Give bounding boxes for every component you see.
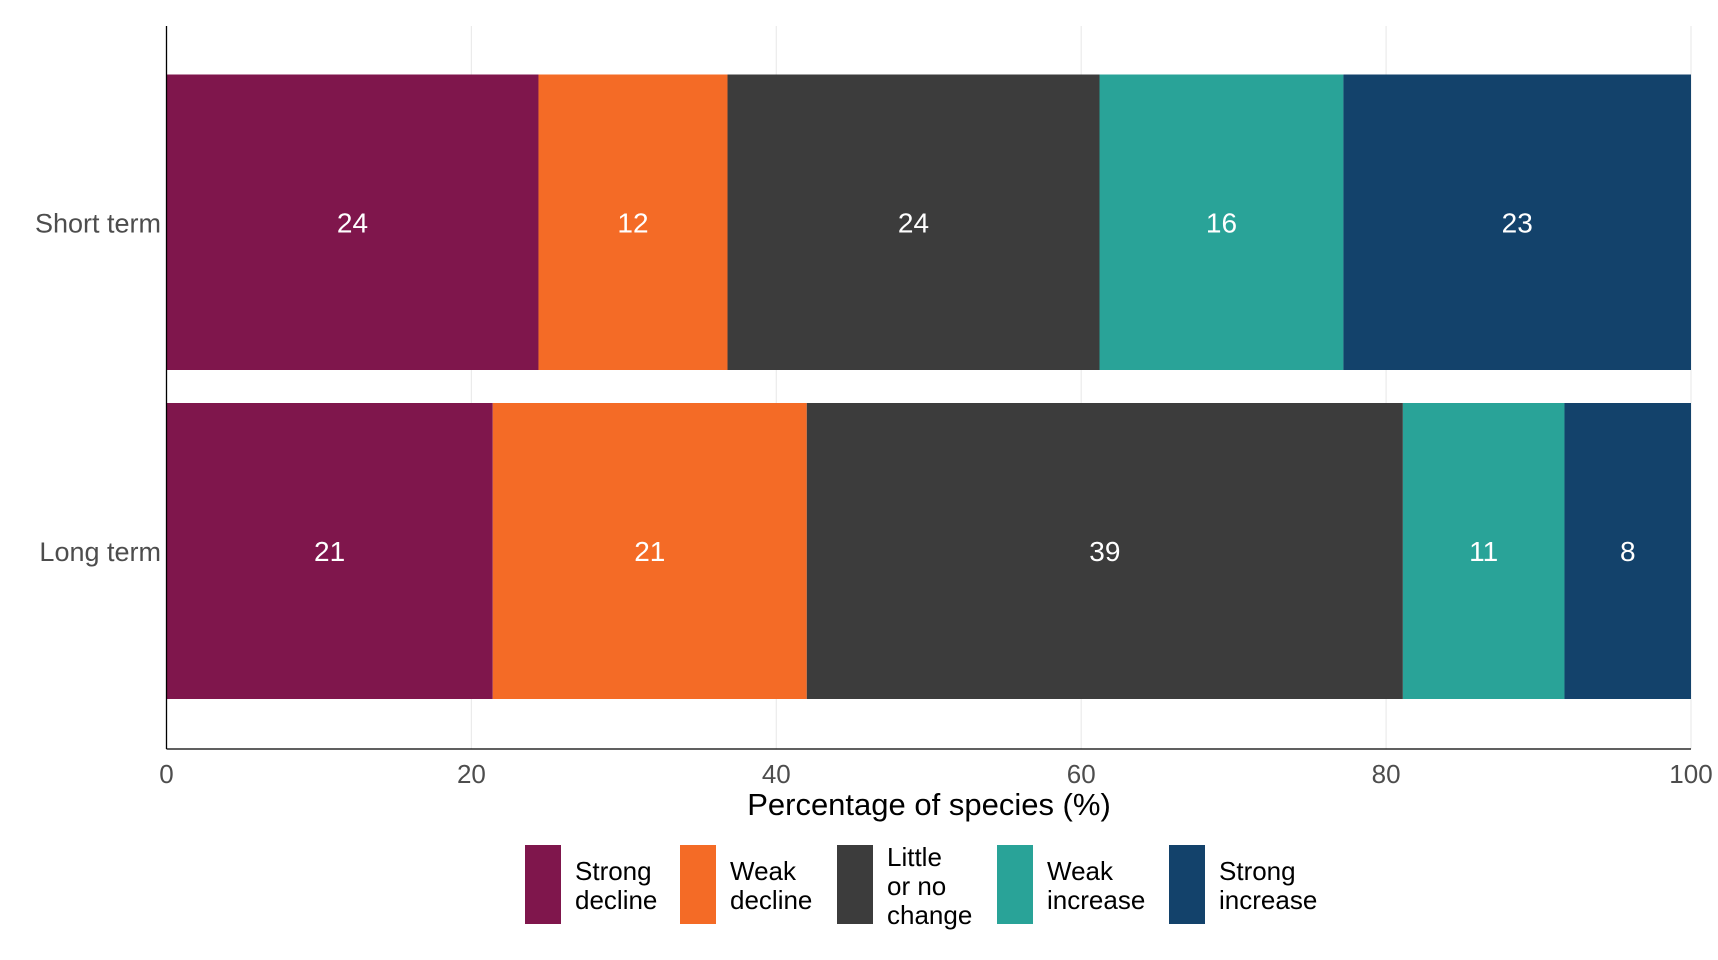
legend-label: Strong	[575, 856, 652, 886]
data-label: 24	[337, 207, 368, 238]
x-tick-label: 40	[762, 759, 791, 789]
legend-label: Weak	[730, 856, 797, 886]
bar-segment	[1343, 74, 1691, 370]
legend-swatch	[837, 845, 873, 924]
data-label: 21	[314, 536, 345, 567]
bar-segment	[166, 403, 493, 699]
bar-segment	[806, 403, 1403, 699]
x-tick-label: 20	[457, 759, 486, 789]
bar-segment	[1564, 403, 1691, 699]
bar-segment	[492, 403, 807, 699]
x-axis-label: Percentage of species (%)	[747, 787, 1111, 822]
legend-label: decline	[575, 885, 657, 915]
legend-swatch	[680, 845, 716, 924]
data-label: 8	[1620, 536, 1636, 567]
y-tick-label: Long term	[39, 537, 161, 567]
data-label: 23	[1502, 207, 1533, 238]
legend-label: Weak	[1047, 856, 1114, 886]
legend-label: increase	[1047, 885, 1145, 915]
data-label: 12	[617, 207, 648, 238]
x-tick-label: 0	[159, 759, 173, 789]
legend-label: or no	[887, 871, 946, 901]
bar-segment	[1402, 403, 1565, 699]
legend-label: Strong	[1219, 856, 1296, 886]
x-tick-label: 100	[1669, 759, 1712, 789]
legend-label: decline	[730, 885, 812, 915]
data-label: 21	[634, 536, 665, 567]
x-tick-label: 60	[1067, 759, 1096, 789]
legend-label: increase	[1219, 885, 1317, 915]
legend-swatch	[997, 845, 1033, 924]
bar-segment	[1099, 74, 1344, 370]
data-label: 24	[898, 207, 929, 238]
x-tick-label: 80	[1372, 759, 1401, 789]
legend-swatch	[1169, 845, 1205, 924]
bar-segment	[166, 74, 539, 370]
legend-swatch	[525, 845, 561, 924]
legend-label: change	[887, 900, 972, 930]
data-label: 11	[1469, 536, 1498, 567]
bar-segment	[538, 74, 728, 370]
y-tick-label: Short term	[35, 208, 161, 238]
legend-label: Little	[887, 842, 942, 872]
data-label: 16	[1206, 207, 1237, 238]
data-label: 39	[1089, 536, 1120, 567]
bar-segment	[727, 74, 1100, 370]
